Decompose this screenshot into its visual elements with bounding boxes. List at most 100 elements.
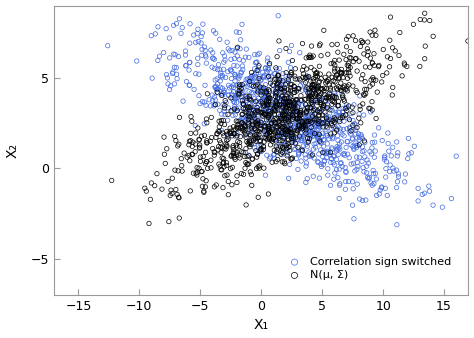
Correlation sign switched [336,110,343,115]
Correlation sign switched [264,128,272,134]
N(μ, Σ) [336,69,344,75]
Correlation sign switched [286,49,293,54]
Correlation sign switched [309,129,316,135]
N(μ, Σ) [250,108,257,113]
Correlation sign switched [253,116,261,121]
N(μ, Σ) [285,90,292,96]
N(μ, Σ) [235,125,242,130]
Correlation sign switched [191,123,199,128]
N(μ, Σ) [245,111,253,116]
N(μ, Σ) [279,150,286,155]
N(μ, Σ) [370,77,377,82]
N(μ, Σ) [317,102,325,107]
Correlation sign switched [246,107,254,113]
N(μ, Σ) [285,115,292,120]
N(μ, Σ) [245,116,252,122]
N(μ, Σ) [294,128,301,134]
Correlation sign switched [310,141,318,147]
Correlation sign switched [160,50,167,55]
Correlation sign switched [195,93,203,98]
Correlation sign switched [280,97,288,103]
N(μ, Σ) [230,131,237,136]
N(μ, Σ) [318,121,326,126]
Correlation sign switched [246,97,254,102]
N(μ, Σ) [287,156,295,162]
Correlation sign switched [278,80,286,86]
Correlation sign switched [262,66,269,71]
Correlation sign switched [286,119,293,125]
N(μ, Σ) [305,55,313,60]
N(μ, Σ) [368,32,376,38]
Correlation sign switched [303,73,311,79]
Correlation sign switched [290,128,298,134]
N(μ, Σ) [299,125,307,130]
N(μ, Σ) [242,146,250,151]
N(μ, Σ) [246,169,254,175]
N(μ, Σ) [221,103,228,108]
Correlation sign switched [313,132,321,138]
Correlation sign switched [225,105,232,111]
N(μ, Σ) [305,96,313,101]
N(μ, Σ) [289,107,297,113]
N(μ, Σ) [193,170,201,175]
N(μ, Σ) [239,101,247,106]
N(μ, Σ) [192,170,200,176]
N(μ, Σ) [310,87,317,92]
N(μ, Σ) [420,17,428,23]
Correlation sign switched [286,116,294,121]
Correlation sign switched [330,118,338,123]
N(μ, Σ) [197,154,204,160]
N(μ, Σ) [270,133,277,138]
N(μ, Σ) [283,70,290,75]
Correlation sign switched [320,137,328,143]
N(μ, Σ) [215,119,223,124]
N(μ, Σ) [203,116,210,122]
Correlation sign switched [284,127,292,132]
Correlation sign switched [305,117,313,123]
N(μ, Σ) [315,113,322,118]
Correlation sign switched [213,76,221,82]
Correlation sign switched [366,149,374,154]
Correlation sign switched [291,109,299,114]
Correlation sign switched [307,132,315,137]
Correlation sign switched [281,116,289,122]
Correlation sign switched [347,131,355,137]
N(μ, Σ) [308,120,316,125]
Correlation sign switched [215,62,222,68]
Correlation sign switched [241,150,249,155]
N(μ, Σ) [213,90,221,95]
N(μ, Σ) [178,163,185,168]
Correlation sign switched [262,106,270,112]
N(μ, Σ) [256,126,264,131]
N(μ, Σ) [392,48,399,53]
N(μ, Σ) [260,165,268,171]
Correlation sign switched [249,124,256,129]
Correlation sign switched [152,31,159,37]
N(μ, Σ) [191,141,199,147]
N(μ, Σ) [265,113,273,118]
Correlation sign switched [341,165,349,170]
N(μ, Σ) [247,132,255,138]
Correlation sign switched [383,159,390,164]
Correlation sign switched [289,110,297,116]
N(μ, Σ) [171,167,179,173]
Correlation sign switched [231,100,238,105]
N(μ, Σ) [302,127,310,132]
N(μ, Σ) [334,49,342,55]
N(μ, Σ) [320,88,328,94]
N(μ, Σ) [278,138,286,143]
N(μ, Σ) [324,95,332,101]
Correlation sign switched [328,108,336,113]
Correlation sign switched [393,153,401,159]
Correlation sign switched [199,21,207,27]
N(μ, Σ) [359,39,366,45]
N(μ, Σ) [295,76,303,81]
N(μ, Σ) [346,49,354,54]
N(μ, Σ) [322,98,329,103]
N(μ, Σ) [275,112,283,117]
N(μ, Σ) [361,79,369,84]
N(μ, Σ) [251,126,258,131]
N(μ, Σ) [334,67,341,72]
N(μ, Σ) [199,176,207,182]
N(μ, Σ) [165,219,173,224]
